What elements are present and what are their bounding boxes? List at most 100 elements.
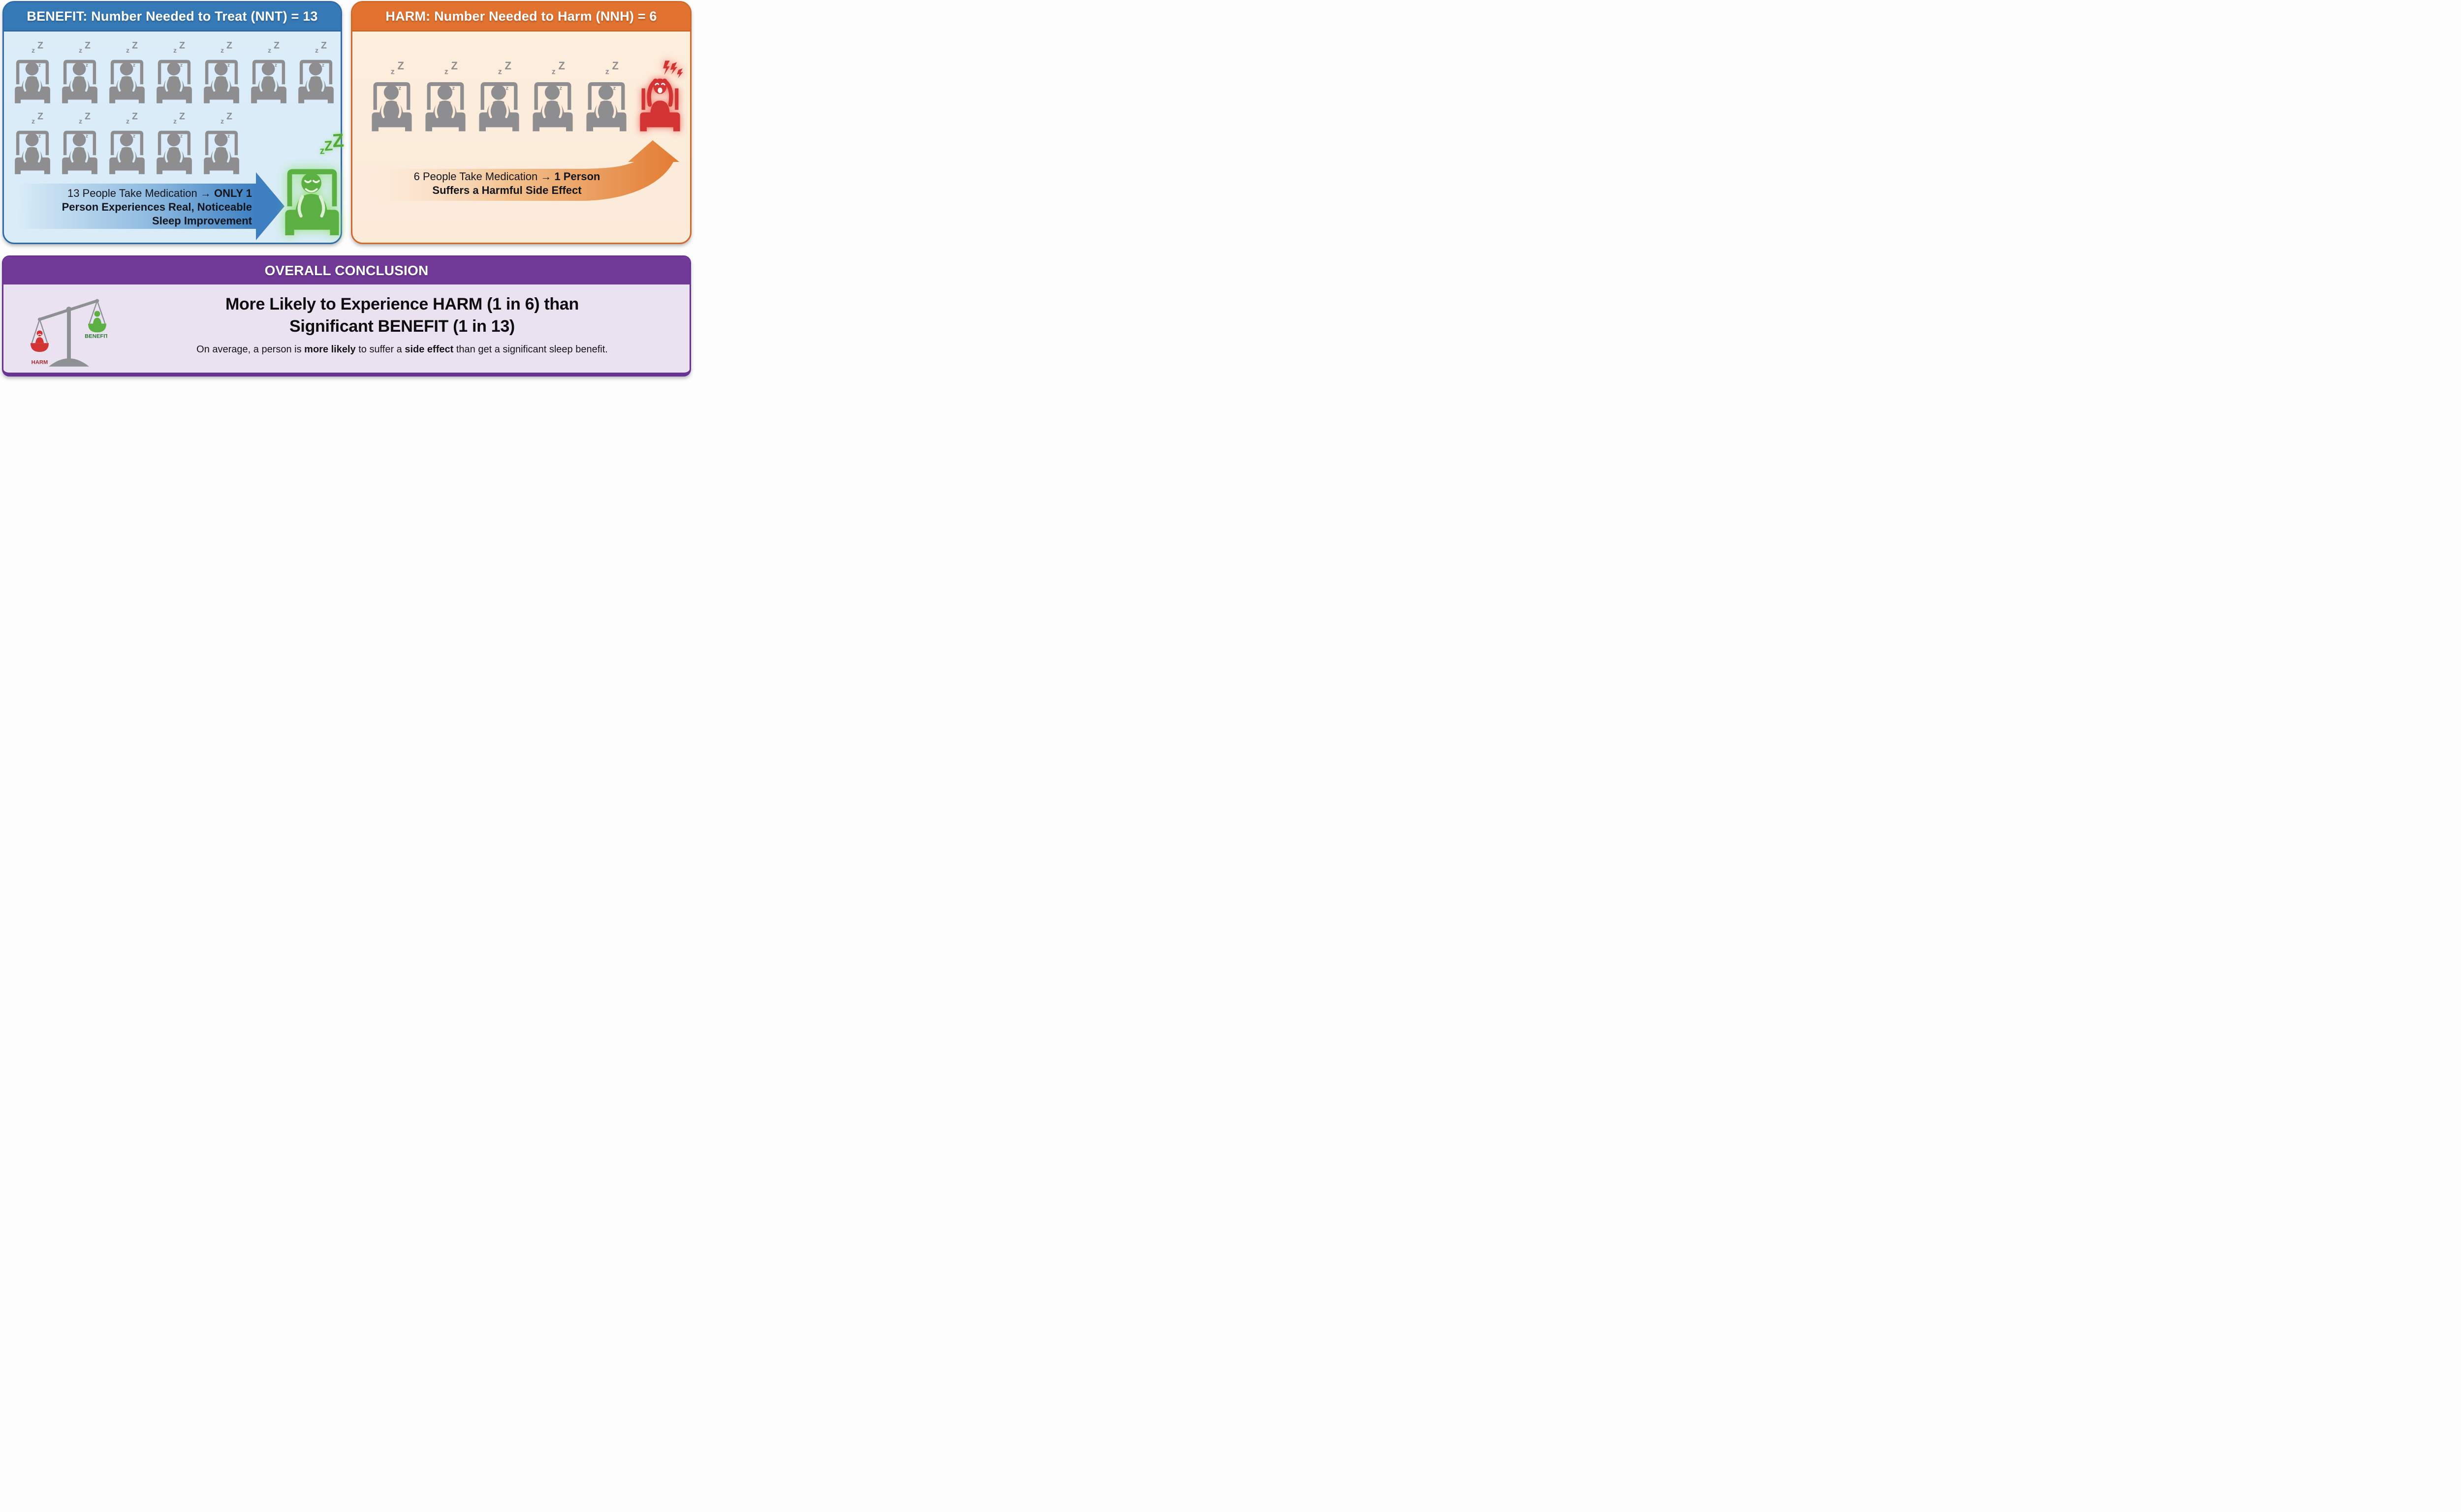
svg-text:z: z — [322, 63, 324, 68]
svg-text:z: z — [315, 47, 318, 54]
svg-text:Z: Z — [397, 60, 404, 72]
svg-text:z: z — [268, 47, 271, 54]
svg-text:z: z — [227, 63, 230, 68]
harm-arrow-text: 6 People Take Medication → 1 Person Suff… — [381, 170, 633, 197]
svg-text:z: z — [38, 63, 41, 68]
sleeping-person-in-bed-icon: z Z z — [62, 112, 97, 174]
svg-text:Z: Z — [612, 60, 618, 72]
svg-text:z: z — [86, 63, 88, 68]
sleeping-person-in-bed-icon: z Z z — [533, 60, 573, 131]
svg-text:z: z — [79, 47, 82, 54]
balance-scale-icon: HARM BENEFIT — [31, 299, 107, 367]
harm-people-row: z Z z z Z z z Z z — [366, 60, 686, 131]
svg-text:z: z — [173, 118, 177, 125]
sleeping-person-in-bed-icon: z Z z — [62, 41, 97, 103]
svg-text:Z: Z — [179, 41, 185, 51]
svg-text:z: z — [506, 86, 509, 92]
svg-text:z: z — [79, 118, 82, 125]
zzz-icon: zZZ — [319, 130, 345, 157]
svg-text:z: z — [133, 63, 135, 68]
harm-scale-label: HARM — [32, 359, 48, 365]
lightning-icon — [663, 61, 670, 75]
lightning-icon — [677, 68, 683, 78]
svg-text:z: z — [498, 67, 502, 76]
conclusion-subtext: On average, a person is more likely to s… — [196, 344, 608, 355]
svg-text:Z: Z — [85, 41, 91, 51]
harm-arrow — [372, 140, 679, 201]
svg-text:z: z — [227, 133, 230, 139]
benefit-arrowhead-icon — [256, 172, 284, 240]
sleeping-person-in-bed-icon: z Z z — [372, 60, 412, 131]
sleeping-person-in-bed-icon: z Z z — [15, 41, 50, 103]
svg-text:z: z — [180, 133, 183, 139]
benefit-arrow-text-line1: 13 People Take Medication → ONLY 1 — [67, 187, 252, 199]
benefit-arrow-text: 13 People Take Medication → ONLY 1 Perso… — [21, 187, 252, 228]
benefit-arrow — [18, 184, 256, 229]
benefit-sleepers-row-2: z Z z z Z z z Z z — [10, 111, 244, 174]
svg-text:z: z — [126, 118, 129, 125]
harm-arrow-text-line1: 6 People Take Medication → 1 Person — [413, 170, 600, 183]
sleeping-person-in-bed-icon: z Z z — [109, 41, 145, 103]
sleeping-person-in-bed-icon: z Z z — [479, 60, 519, 131]
svg-text:z: z — [552, 67, 556, 76]
lightning-icon — [670, 62, 678, 75]
svg-text:z: z — [391, 67, 395, 76]
harm-panel-title: HARM: Number Needed to Harm (NNH) = 6 — [385, 9, 657, 24]
svg-text:z: z — [275, 63, 277, 68]
conclusion-heading-line1: More Likely to Experience HARM (1 in 6) … — [225, 295, 579, 314]
conclusion-heading-line2: Significant BENEFIT (1 in 13) — [289, 317, 515, 336]
benefit-pan-person-icon — [88, 311, 107, 333]
svg-text:Z: Z — [132, 41, 138, 51]
svg-text:Z: Z — [226, 41, 232, 51]
svg-text:z: z — [452, 86, 455, 92]
harm-panel-header: HARM: Number Needed to Harm (NNH) = 6 — [352, 2, 690, 32]
benefit-panel-header: BENEFIT: Number Needed to Treat (NNT) = … — [4, 2, 341, 32]
sleeping-person-in-bed-icon: z Z z — [15, 112, 50, 174]
sleeping-person-in-bed-icon: z Z z — [109, 112, 145, 174]
sleeping-person-in-bed-icon: z Z z — [157, 41, 192, 103]
svg-text:Z: Z — [37, 112, 43, 122]
conclusion-text: More Likely to Experience HARM (1 in 6) … — [119, 293, 685, 355]
conclusion-panel: OVERALL CONCLUSION — [2, 255, 691, 377]
benefit-arrow-text-line2: Person Experiences Real, Noticeable — [62, 201, 252, 213]
sleeping-person-in-bed-icon: z Z z — [251, 41, 286, 103]
suffering-person-in-bed-icon — [640, 61, 683, 131]
svg-text:Z: Z — [85, 112, 91, 122]
svg-text:z: z — [444, 67, 448, 76]
svg-text:Z: Z — [321, 41, 327, 51]
svg-text:Z: Z — [179, 112, 185, 122]
benefit-scale-label: BENEFIT — [85, 334, 107, 340]
benefit-arrow-text-line3: Sleep Improvement — [152, 215, 252, 227]
harm-arrow-text-line2: Suffers a Harmful Side Effect — [432, 184, 582, 196]
harm-panel: HARM: Number Needed to Harm (NNH) = 6 z … — [351, 1, 692, 244]
benefit-panel: BENEFIT: Number Needed to Treat (NNT) = … — [2, 1, 345, 244]
infographic-canvas: BENEFIT: Number Needed to Treat (NNT) = … — [0, 0, 693, 378]
conclusion-panel-title: OVERALL CONCLUSION — [264, 263, 429, 278]
svg-text:z: z — [221, 118, 224, 125]
svg-text:Z: Z — [132, 112, 138, 122]
benefited-person: zZZ — [278, 130, 347, 239]
svg-text:z: z — [180, 63, 183, 68]
svg-text:z: z — [605, 67, 609, 76]
svg-text:z: z — [86, 133, 88, 139]
svg-text:Z: Z — [558, 60, 565, 72]
svg-text:z: z — [173, 47, 177, 54]
svg-text:z: z — [32, 118, 35, 125]
svg-text:Z: Z — [274, 41, 280, 51]
svg-text:Z: Z — [505, 60, 511, 72]
sleeping-person-in-bed-icon: z Z z — [425, 60, 466, 131]
sleeping-person-in-bed-icon: z Z z — [298, 41, 334, 103]
svg-text:Z: Z — [451, 60, 457, 72]
svg-text:z: z — [133, 133, 135, 139]
svg-text:z: z — [399, 86, 402, 92]
happy-sleeping-person-icon — [285, 169, 339, 235]
sleeping-person-in-bed-icon: z Z z — [157, 112, 192, 174]
svg-text:z: z — [32, 47, 35, 54]
conclusion-panel-header: OVERALL CONCLUSION — [3, 257, 690, 284]
svg-text:z: z — [613, 86, 616, 92]
svg-text:z: z — [560, 86, 563, 92]
svg-text:Z: Z — [37, 41, 43, 51]
sleeping-person-in-bed-icon: z Z z — [204, 41, 239, 103]
svg-text:z: z — [38, 133, 41, 139]
harm-pan-person-icon — [31, 330, 49, 352]
